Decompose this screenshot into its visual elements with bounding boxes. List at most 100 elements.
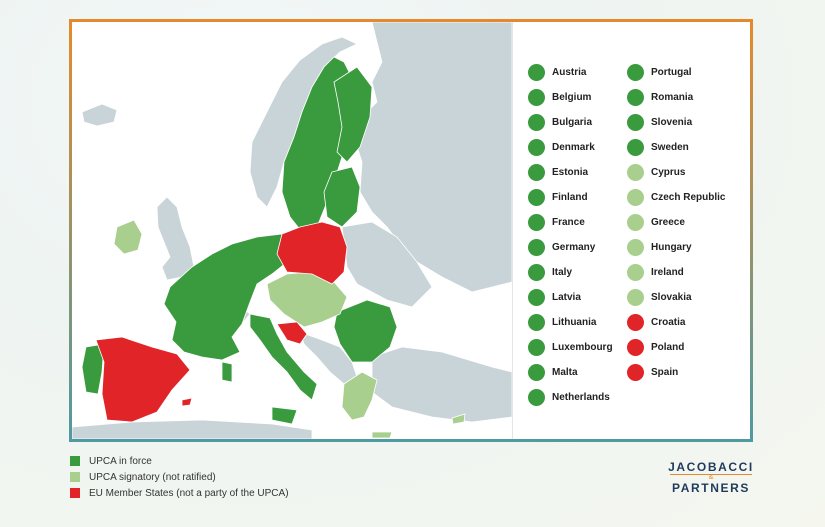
status-dot (627, 214, 644, 231)
region-greece (341, 371, 393, 439)
map-key: UPCA in force UPCA signatory (not ratifi… (70, 453, 289, 501)
europe-map (72, 22, 512, 439)
region-cyprus (451, 413, 466, 425)
status-dot (528, 189, 545, 206)
country-item: Ireland (627, 260, 725, 285)
country-label: Luxembourg (552, 342, 613, 353)
country-item: Hungary (627, 235, 725, 260)
country-item: Romania (627, 85, 725, 110)
country-label: Romania (651, 92, 694, 103)
brand-logo: JACOBACCI & PARTNERS (666, 460, 756, 495)
brand-line-1: JACOBACCI (668, 460, 754, 474)
country-label: France (552, 217, 585, 228)
country-item: Sweden (627, 135, 725, 160)
status-dot (528, 339, 545, 356)
region-poland (276, 221, 348, 285)
country-item: Estonia (528, 160, 613, 185)
country-item: Czech Republic (627, 185, 725, 210)
country-label: Italy (552, 267, 573, 278)
status-dot (627, 264, 644, 281)
country-label: Ireland (651, 267, 684, 278)
land-uk (156, 196, 195, 281)
region-ireland (113, 219, 143, 255)
land-north-africa (72, 419, 313, 439)
country-label: Belgium (552, 92, 592, 103)
brand-rule (670, 474, 752, 475)
country-item: Luxembourg (528, 335, 613, 360)
country-label: Denmark (552, 142, 595, 153)
status-dot (528, 89, 545, 106)
status-dot (528, 314, 545, 331)
country-label: Spain (651, 367, 679, 378)
country-label: Finland (552, 192, 588, 203)
country-item: Germany (528, 235, 613, 260)
key-swatch-in-force (70, 456, 80, 466)
country-label: Slovenia (651, 117, 693, 128)
key-swatch-signatory (70, 472, 80, 482)
country-label: Germany (552, 242, 596, 253)
map-frame: Austria Belgium Bulgaria Denmark Estonia Finl… (69, 19, 753, 442)
country-label: Czech Republic (651, 192, 726, 203)
key-item-not-party: EU Member States (not a party of the UPC… (70, 485, 289, 501)
country-item: Portugal (627, 60, 725, 85)
status-dot (528, 239, 545, 256)
key-item-in-force: UPCA in force (70, 453, 289, 469)
region-finland-baltics (323, 66, 373, 228)
country-label: Bulgaria (552, 117, 593, 128)
country-label: Latvia (552, 292, 581, 303)
key-swatch-not-party (70, 488, 80, 498)
status-dot (528, 364, 545, 381)
country-label: Netherlands (552, 392, 610, 403)
country-item: Cyprus (627, 160, 725, 185)
status-dot (627, 114, 644, 131)
country-item: Spain (627, 360, 725, 385)
country-item: Greece (627, 210, 725, 235)
key-label: EU Member States (not a party of the UPC… (89, 487, 289, 499)
region-western-core (163, 233, 298, 361)
region-romania-bulgaria (333, 299, 398, 363)
country-item: Poland (627, 335, 725, 360)
status-dot (627, 239, 644, 256)
country-item: Latvia (528, 285, 613, 310)
status-dot (627, 289, 644, 306)
key-label: UPCA in force (89, 455, 152, 467)
country-label: Austria (552, 67, 587, 78)
country-label: Hungary (651, 242, 692, 253)
status-dot (528, 64, 545, 81)
status-dot (528, 264, 545, 281)
key-item-signatory: UPCA signatory (not ratified) (70, 469, 289, 485)
country-label: Sweden (651, 142, 689, 153)
status-dot (627, 314, 644, 331)
country-list-column-1: Austria Belgium Bulgaria Denmark Estonia Finl… (528, 60, 613, 410)
country-label: Slovakia (651, 292, 692, 303)
status-dot (528, 139, 545, 156)
country-item: Italy (528, 260, 613, 285)
country-label: Malta (552, 367, 578, 378)
land-ukraine-belarus (341, 221, 433, 308)
country-label: Lithuania (552, 317, 597, 328)
country-item: Netherlands (528, 385, 613, 410)
country-label: Portugal (651, 67, 692, 78)
country-item: Slovenia (627, 110, 725, 135)
status-dot (528, 389, 545, 406)
status-dot (528, 214, 545, 231)
europe-map-svg (72, 22, 512, 439)
country-item: Lithuania (528, 310, 613, 335)
country-item: Croatia (627, 310, 725, 335)
land-iceland (81, 103, 118, 127)
country-item: Finland (528, 185, 613, 210)
status-dot (627, 339, 644, 356)
country-item: Austria (528, 60, 613, 85)
status-dot (627, 64, 644, 81)
land-turkey (371, 346, 512, 423)
region-italy (221, 313, 318, 425)
status-dot (528, 164, 545, 181)
country-list-column-2: Portugal Romania Slovenia Sweden Cyprus Czech… (627, 60, 725, 385)
country-label: Croatia (651, 317, 686, 328)
country-item: France (528, 210, 613, 235)
country-item: Bulgaria (528, 110, 613, 135)
status-dot (627, 189, 644, 206)
status-dot (627, 364, 644, 381)
country-item: Malta (528, 360, 613, 385)
land-russia-east (353, 22, 512, 293)
